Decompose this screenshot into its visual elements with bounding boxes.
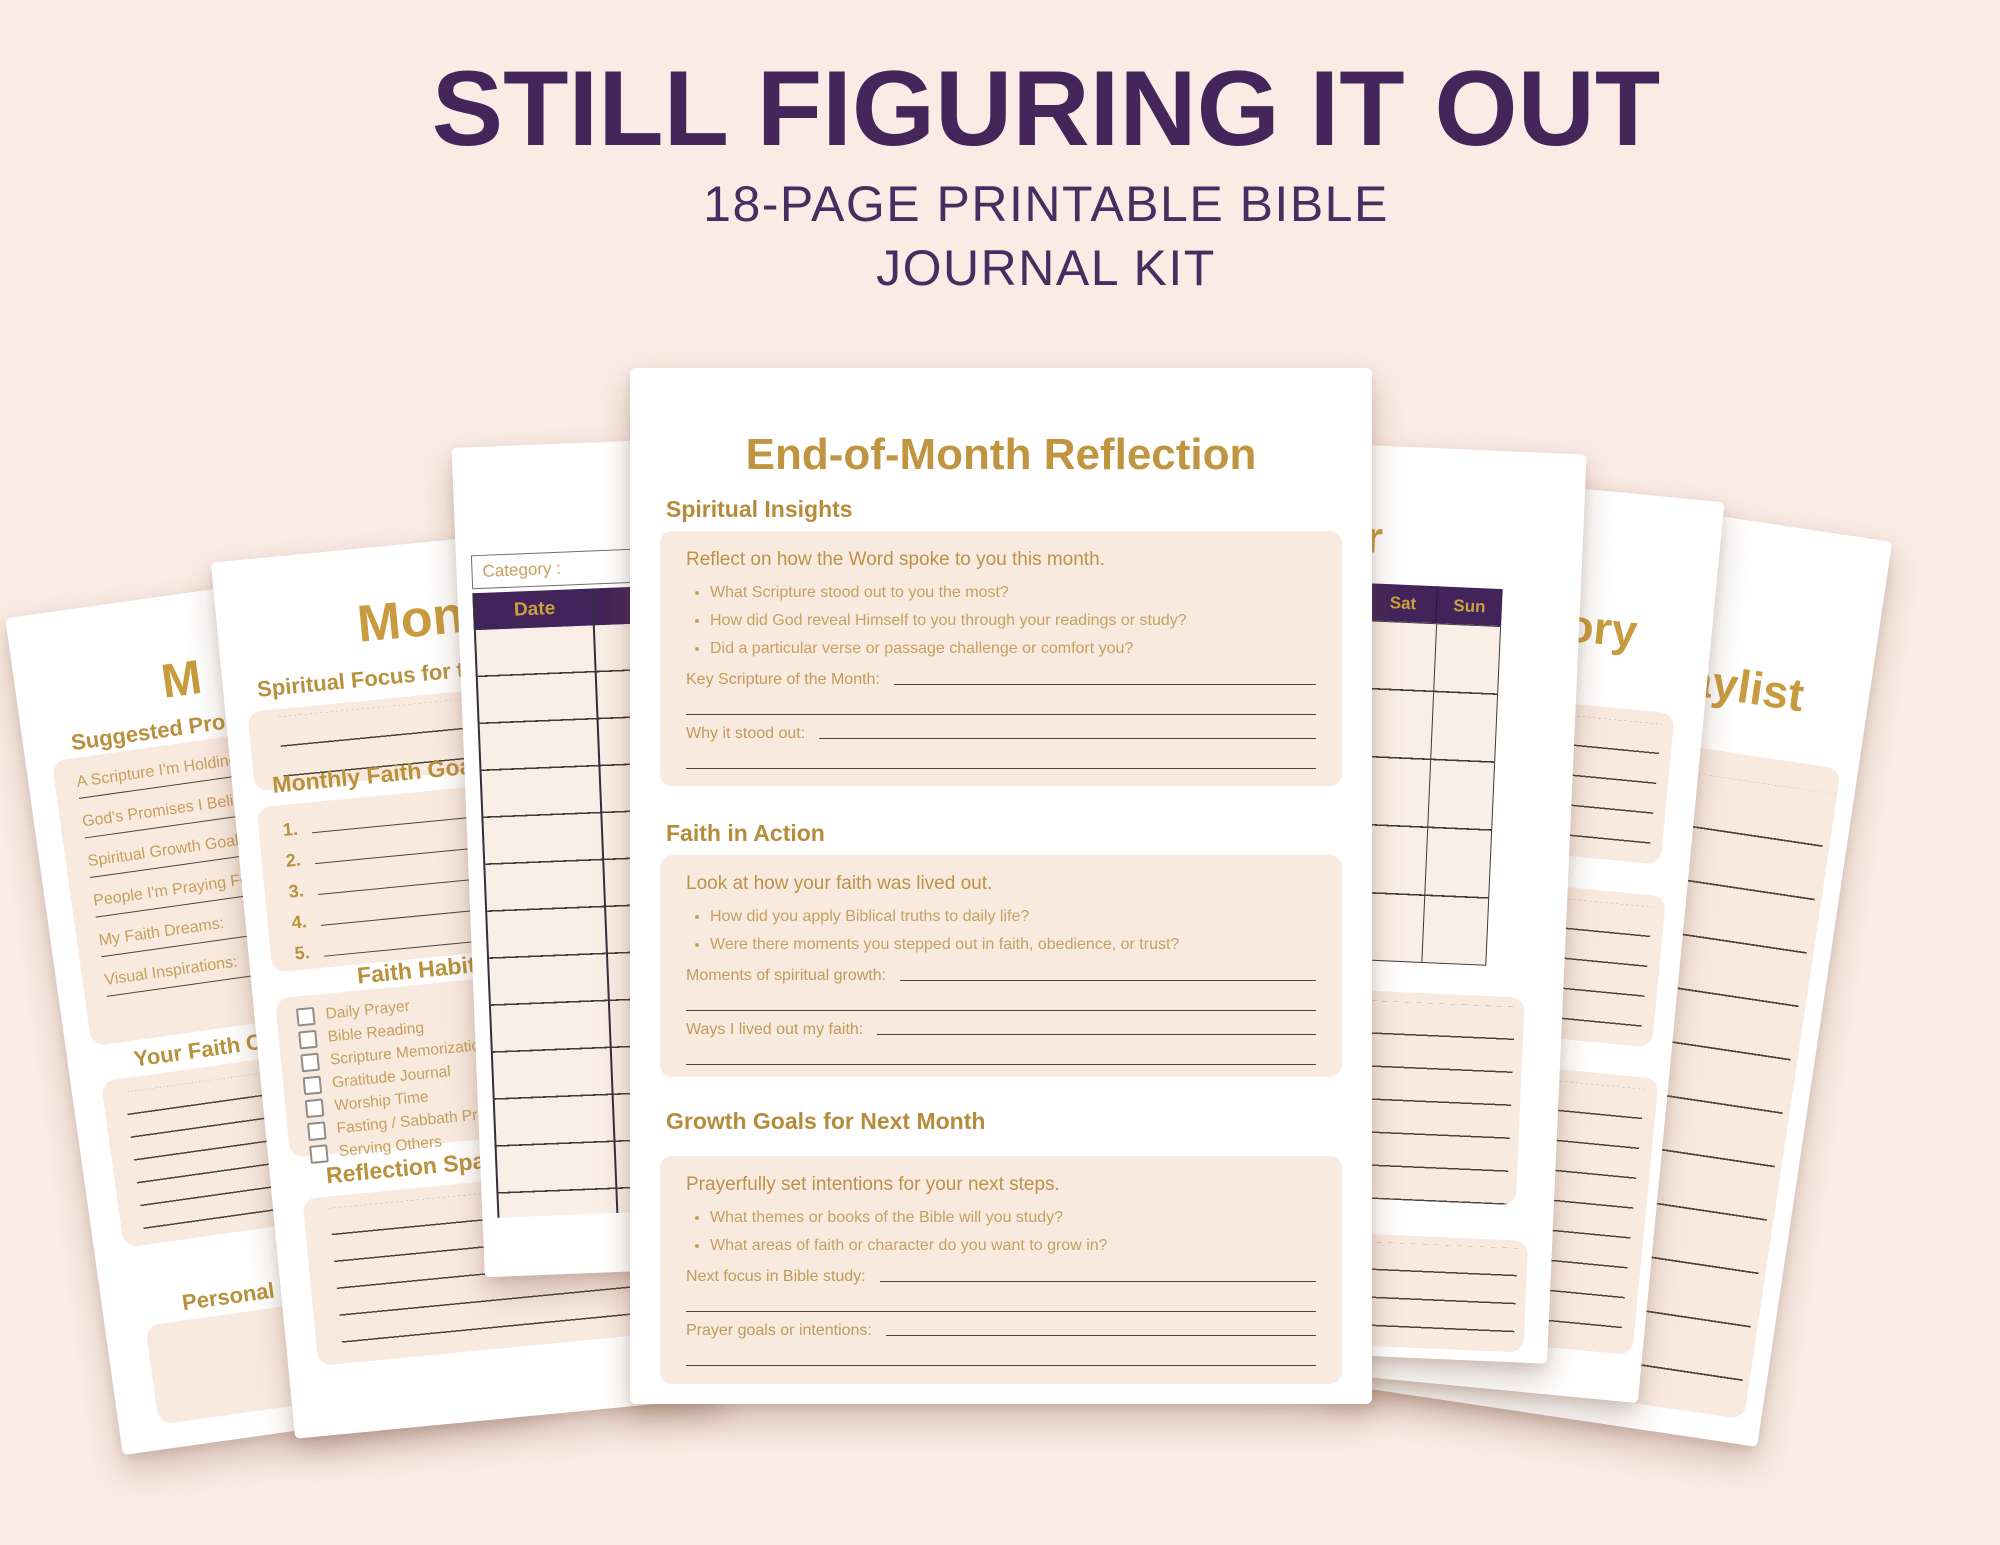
saturday-column-header: Sat (1389, 593, 1417, 614)
section-intro: Look at how your faith was lived out. (686, 873, 993, 894)
journal-page-reflection: End-of-Month Reflection Spiritual Insigh… (630, 368, 1372, 1404)
bullet-item: Did a particular verse or passage challe… (710, 637, 1215, 661)
subtitle: 18-PAGE PRINTABLE BIBLE JOURNAL KIT (92, 172, 2000, 300)
write-line (686, 1064, 1316, 1065)
write-line (879, 1268, 1316, 1282)
subtitle-line-2: JOURNAL KIT (876, 240, 1216, 297)
write-line (686, 768, 1316, 769)
growth-goals-heading: Growth Goals for Next Month (666, 1108, 986, 1134)
write-line (686, 714, 1316, 715)
section-intro: Prayerfully set intentions for your next… (686, 1174, 1060, 1195)
subtitle-line-1: 18-PAGE PRINTABLE BIBLE (703, 176, 1389, 233)
section-bullets: How did you apply Biblical truths to dai… (710, 905, 1215, 957)
bullet-item: What areas of faith or character do you … (710, 1234, 1215, 1258)
faith-in-action-box: Look at how your faith was lived out. Ho… (660, 855, 1342, 1077)
write-line (686, 1010, 1316, 1011)
checkbox-icon (306, 1121, 327, 1142)
field-row: Why it stood out: (686, 725, 1316, 743)
section-bullets: What Scripture stood out to you the most… (710, 581, 1215, 661)
bullet-item: What Scripture stood out to you the most… (710, 581, 1215, 605)
write-line (686, 1365, 1316, 1366)
reflection-page-title: End-of-Month Reflection (745, 430, 1257, 479)
sunday-column-header: Sun (1435, 586, 1503, 627)
checkbox-icon (300, 1052, 321, 1073)
checkbox-icon (309, 1144, 329, 1164)
bullet-item: What themes or books of the Bible will y… (710, 1206, 1215, 1230)
checkbox-icon (304, 1098, 325, 1119)
page-title: STILL FIGURING IT OUT (431, 48, 1661, 168)
field-row: Ways I lived out my faith: (686, 1021, 1316, 1039)
checkbox-icon (302, 1075, 323, 1096)
bullet-item: How did you apply Biblical truths to dai… (710, 905, 1215, 929)
date-column-header: Date (513, 597, 556, 621)
field-row: Moments of spiritual growth: (686, 967, 1316, 985)
header: STILL FIGURING IT OUT 18-PAGE PRINTABLE … (0, 0, 2000, 300)
calendar-grid (1354, 620, 1502, 966)
faith-in-action-heading: Faith in Action (666, 820, 825, 846)
write-line (885, 1322, 1316, 1336)
spiritual-insights-heading: Spiritual Insights (666, 496, 853, 522)
write-line (686, 1311, 1316, 1312)
section-intro: Reflect on how the Word spoke to you thi… (686, 549, 1105, 570)
checkbox-icon (295, 1006, 316, 1027)
bullet-item: Were there moments you stepped out in fa… (710, 933, 1215, 957)
prompts-page-title-partial: M (158, 650, 206, 709)
section-bullets: What themes or books of the Bible will y… (710, 1206, 1215, 1258)
write-line (893, 671, 1316, 685)
write-line (819, 725, 1316, 739)
write-line (900, 967, 1316, 981)
monthly-page-title-partial: Mon (354, 585, 467, 654)
spiritual-insights-box: Reflect on how the Word spoke to you thi… (660, 531, 1342, 786)
calendar-column-divider (1421, 624, 1438, 962)
write-line (877, 1021, 1316, 1035)
field-row: Key Scripture of the Month: (686, 671, 1316, 689)
checkbox-icon (298, 1029, 318, 1050)
field-row: Next focus in Bible study: (686, 1268, 1316, 1286)
field-row: Prayer goals or intentions: (686, 1322, 1316, 1340)
bullet-item: How did God reveal Himself to you throug… (710, 609, 1215, 633)
growth-goals-box: Prayerfully set intentions for your next… (660, 1156, 1342, 1384)
